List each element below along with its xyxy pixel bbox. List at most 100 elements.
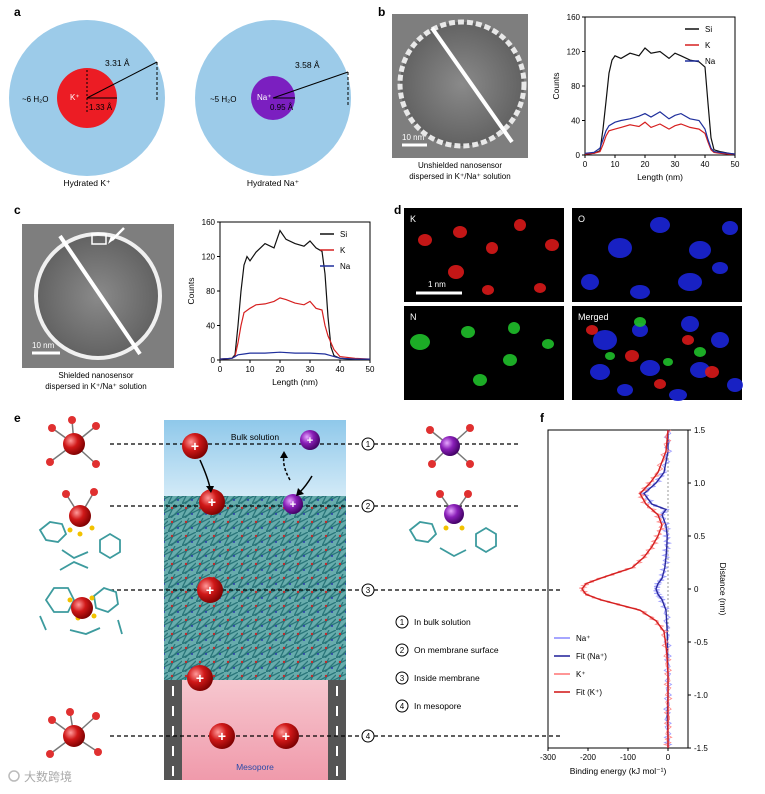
d-k-dot [482,285,494,295]
b-chart-x-tick-label: 20 [641,160,650,169]
k-inner-radius-label: 1.33 Å [89,103,113,112]
c-chart-plot-frame [219,221,371,361]
e-level-lines [110,443,560,737]
svg-text:3: 3 [366,586,371,595]
f-chart-y-tick-label: 0.5 [694,532,706,541]
b-linescan-chart: 0 10 20 30 40 50 0 40 80 120 160 Length (nm) Counts S… [551,13,740,182]
e-arrow-na-in-icon [299,475,313,493]
d-m-n-dot [663,358,673,366]
svg-text:4: 4 [400,702,405,711]
f-chart-x-tick-label: -100 [620,753,637,762]
d-o-dot [630,285,650,299]
c-chart-x-axis-label: Length (nm) [272,377,318,387]
e-ion-k-pore-2: + [273,723,299,749]
d-m-o-dot [640,360,660,376]
panel-d: d K O N Merged 1 nm [394,203,743,401]
d-o-dot [678,273,702,291]
c-chart-series-k [219,297,371,360]
d-tile-merged-label: Merged [578,312,609,322]
d-m-n-dot [634,317,646,327]
c-chart-y-tick-label: 160 [202,218,216,227]
b-chart-x-tick-label: 10 [611,160,620,169]
c-chart-x-tick-label: 10 [246,365,255,374]
d-m-o-dot [617,384,633,396]
panel-f: f -300 -200 -100 0 -1.5 -1.0 -0.5 0 0.5 1.0 1.5 Bin… [540,411,728,776]
e-bulk-solution-label: Bulk solution [231,432,279,442]
e-arrow-k-in-head-icon [206,486,214,493]
panel-e: e Bulk solution Mesopore 1 2 3 4 + + + [14,411,560,780]
f-chart-legend-label-0: Na⁺ [576,634,590,643]
c-chart-x-tick-label: 20 [276,365,285,374]
panel-a: a 3.31 Å 1.33 Å K⁺ ~6 H₂O Hydrated K⁺ 3.… [9,5,351,188]
svg-text:4: 4 [366,732,371,741]
e-ion-k-bulk: + [182,433,208,459]
f-chart-y-tick-label: -0.5 [694,638,708,647]
f-chart-y-axis-label: Distance (nm) [718,563,728,616]
d-o-dots [581,217,738,299]
d-o-dot [608,238,632,258]
b-chart-x-tick-label: 30 [671,160,680,169]
panel-f-letter: f [540,411,545,425]
c-chart-x-tick-label: 40 [336,365,345,374]
k-caption: Hydrated K⁺ [63,178,111,188]
d-m-k-dot [625,350,639,362]
f-chart-y-tick-label: -1.5 [694,744,708,753]
svg-text:+: + [282,728,290,744]
e-mesopore-label: Mesopore [236,762,274,772]
f-chart-legend-label-2: K⁺ [576,670,586,679]
panel-b: b 10 nm Unshielded nanosensor dispersed … [378,5,740,182]
f-chart-y-tick-label: 0 [694,585,699,594]
b-scale-label: 10 nm [402,133,425,142]
f-chart-x-tick-label: -200 [580,753,597,762]
c-chart-y-axis-label: Counts [186,278,196,305]
k-outer-radius-arrow [86,61,158,99]
d-n-dot [473,374,487,386]
e-right-structures [408,424,497,558]
f-chart-raw-series-0 [640,429,673,747]
e-left-k-membrane [39,560,123,635]
panel-c-letter: c [14,203,21,217]
b-chart-y-tick-label: 0 [576,151,581,160]
b-chart-y-tick-label: 120 [567,48,581,57]
watermark-text: 大数跨境 [24,769,72,784]
b-chart-x-axis-label: Length (nm) [637,172,683,182]
svg-text:1: 1 [366,440,371,449]
e-ion-k-exit: + [187,665,213,691]
b-chart-legend-label-k: K [705,41,711,50]
k-outer-radius-label: 3.31 Å [105,58,130,68]
c-linescan-line [58,234,142,356]
f-chart-y-tick-label: 1.5 [694,426,706,435]
c-chart-legend-label-k: K [340,246,346,255]
d-k-dot [545,239,559,251]
d-o-dot [689,241,711,259]
e-ion-k-surface: + [199,489,225,515]
svg-text:2: 2 [366,502,371,511]
na-outer-radius-label: 3.58 Å [295,60,320,70]
panel-d-letter: d [394,203,401,217]
f-chart-legend-label-3: Fit (K⁺) [576,688,602,697]
panel-c: c 10 nm Shielded nanosensor dispersed in… [14,203,375,391]
c-linescan-chart: 0 10 20 30 40 50 0 40 80 120 160 Length (nm) Counts S… [186,218,375,387]
b-nanosensor-particle [397,19,527,149]
b-chart-legend-label-na: Na [705,57,716,66]
b-chart-x-tick-label: 40 [701,160,710,169]
e-right-na-hydrated [426,424,474,468]
k-water-label: ~6 H₂O [22,95,48,104]
c-chart-x-tick-label: 0 [218,365,223,374]
d-m-k-dot [654,379,666,389]
b-chart-y-axis-label: Counts [551,73,561,100]
e-legend: 1 In bulk solution 2 On membrane surface 3… [395,615,499,713]
f-chart-y-tick-label: -1.0 [694,691,708,700]
svg-text:In bulk solution: In bulk solution [414,617,471,627]
na-water-label: ~5 H₂O [210,95,236,104]
e-ion-k-pore-1: + [209,723,235,749]
d-m-o-dot [727,378,743,392]
svg-text:On membrane surface: On membrane surface [414,645,499,655]
c-nanosensor-particle [34,232,162,360]
e-legend-item-1: 1 In bulk solution [395,615,471,629]
e-mesopore-region [164,680,346,780]
c-arrow-head-icon [108,236,116,244]
watermark: 大数跨境 [8,769,72,784]
panel-e-letter: e [14,411,21,425]
